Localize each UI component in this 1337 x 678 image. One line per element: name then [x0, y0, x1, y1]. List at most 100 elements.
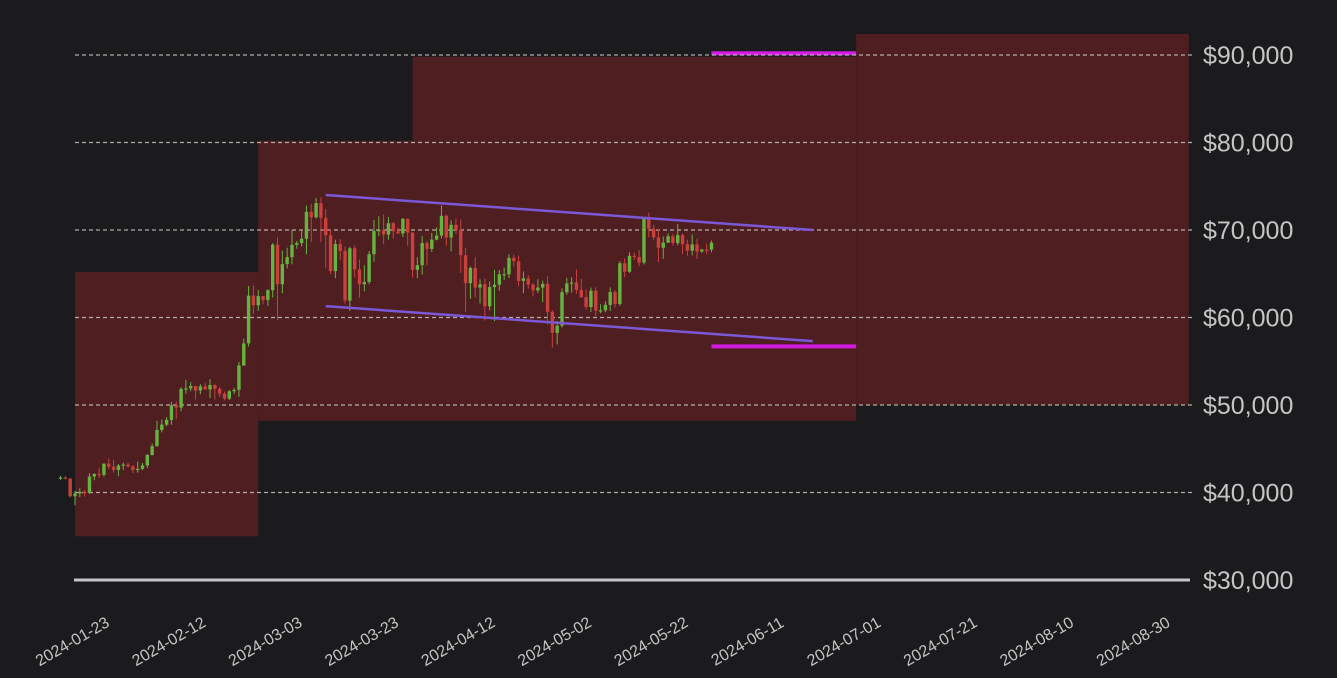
candle	[275, 237, 280, 321]
candle	[357, 259, 362, 298]
candle	[430, 232, 434, 253]
candle	[468, 266, 473, 299]
channel-trendline-upper	[325, 193, 813, 232]
candle	[569, 277, 574, 293]
x-axis-label: 2024-05-02	[515, 614, 594, 670]
candle-body	[68, 478, 72, 497]
candle-body	[406, 218, 410, 233]
candle-body	[459, 230, 463, 256]
candle	[656, 229, 661, 262]
candle	[372, 219, 376, 262]
candle	[516, 255, 521, 287]
candle-body	[661, 242, 665, 248]
x-axis-label: 2024-08-10	[997, 614, 1076, 670]
candle	[603, 301, 608, 313]
candle-body	[333, 244, 338, 272]
candle	[232, 387, 236, 394]
candle	[362, 265, 367, 292]
candle	[78, 488, 82, 498]
candle	[367, 251, 371, 285]
candle-body	[111, 466, 116, 470]
candle	[140, 463, 145, 471]
candle	[160, 419, 164, 433]
candle	[671, 233, 675, 246]
candle-body	[357, 269, 362, 285]
y-axis-label: $50,000	[1203, 392, 1293, 420]
candle-body	[304, 211, 309, 239]
candle	[251, 285, 256, 315]
candle-body	[309, 211, 313, 218]
candle-body	[541, 283, 545, 288]
candle-body	[348, 248, 352, 301]
candle	[73, 490, 77, 506]
candle	[622, 258, 627, 278]
candle	[531, 282, 535, 297]
candle-body	[63, 477, 68, 479]
candle	[439, 205, 444, 239]
candle	[613, 290, 617, 308]
candle-body	[73, 493, 77, 497]
candle	[179, 387, 183, 412]
candle	[396, 227, 400, 234]
candle	[135, 461, 140, 473]
candle-body	[642, 217, 646, 263]
candle	[131, 465, 135, 474]
candle	[222, 391, 227, 401]
candle	[280, 250, 285, 294]
candle-body	[145, 455, 150, 466]
candle	[213, 384, 217, 400]
candle-body	[637, 257, 641, 263]
candle	[627, 252, 632, 273]
candle	[507, 254, 511, 279]
candle	[463, 248, 468, 312]
candle	[661, 236, 665, 259]
candle-body	[439, 215, 444, 236]
candle	[261, 295, 265, 305]
candle	[618, 261, 622, 306]
candle-body	[285, 257, 289, 265]
candle	[651, 224, 656, 241]
candle-body	[367, 254, 371, 282]
candle	[87, 473, 92, 495]
candle	[642, 217, 646, 265]
y-axis-label: $30,000	[1203, 567, 1293, 595]
candle	[579, 279, 583, 298]
candle-body	[478, 284, 482, 288]
candle	[536, 279, 540, 294]
candle-body	[290, 244, 294, 258]
candle	[526, 275, 530, 289]
candle	[632, 252, 637, 260]
x-axis-label: 2024-03-03	[226, 614, 305, 670]
candle-body	[203, 386, 207, 390]
candle	[637, 250, 641, 267]
candle-body	[270, 244, 275, 291]
candle-body	[666, 236, 670, 243]
candle-body	[140, 465, 145, 469]
candle-body	[107, 463, 111, 467]
candle	[169, 401, 174, 425]
candle-body	[275, 244, 280, 285]
candle-body	[685, 244, 690, 251]
candle	[502, 267, 506, 281]
candle-body	[555, 325, 559, 333]
candle-body	[150, 446, 154, 456]
candle-body	[222, 393, 227, 399]
candle-body	[536, 287, 540, 291]
x-axis-label: 2024-01-23	[33, 614, 112, 670]
candle	[309, 203, 313, 243]
candle	[700, 248, 704, 253]
candle-body	[174, 405, 178, 408]
candle	[304, 205, 309, 255]
candle-body	[627, 255, 632, 272]
x-axis-label: 2024-03-23	[322, 614, 401, 670]
candle-body	[377, 230, 381, 232]
candle-body	[434, 235, 439, 240]
candle-body	[213, 385, 217, 389]
candle-body	[415, 265, 420, 270]
candle-body	[251, 295, 256, 306]
candle	[512, 254, 516, 267]
price-zones	[75, 34, 1189, 537]
candle	[680, 233, 685, 255]
